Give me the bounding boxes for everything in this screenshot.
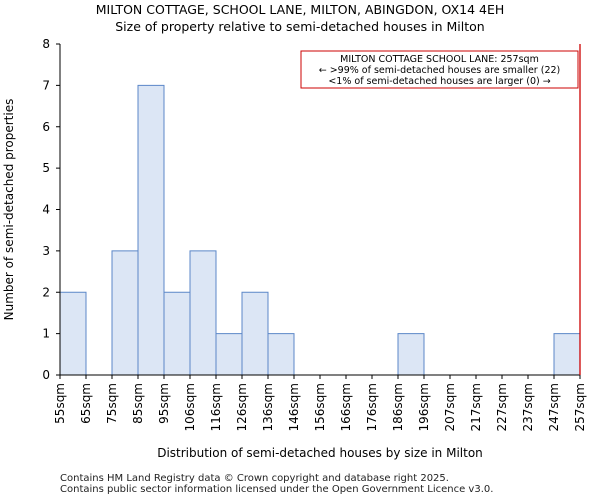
x-tick-label: 166sqm [339,383,353,431]
y-tick-label: 4 [42,203,50,217]
x-tick-label: 85sqm [131,383,145,424]
annotation-box [300,50,579,89]
x-tick-label: 257sqm [573,383,587,431]
x-tick-label: 106sqm [183,383,197,431]
annotation-line-2: ← >99% of semi-detached houses are small… [319,65,561,76]
y-tick-label: 5 [42,161,50,175]
x-tick-label: 65sqm [79,383,93,424]
footer-line-2: Contains public sector information licen… [60,484,494,495]
x-tick-label: 136sqm [261,383,275,431]
bar [111,250,139,376]
x-tick-label: 196sqm [417,383,431,431]
bar [267,333,295,376]
x-tick-label: 55sqm [53,383,67,424]
bar [215,333,243,376]
x-axis-label: Distribution of semi-detached houses by … [157,446,483,460]
chart-subtitle: Size of property relative to semi-detach… [115,19,485,34]
footer-line-1: Contains HM Land Registry data © Crown c… [60,473,449,484]
x-tick-label: 156sqm [313,383,327,431]
y-tick-label: 8 [42,37,50,51]
annotation-line-3: <1% of semi-detached houses are larger (… [328,76,550,87]
bar [189,250,217,376]
bar [137,84,165,376]
x-tick-label: 126sqm [235,383,249,431]
chart-title: MILTON COTTAGE, SCHOOL LANE, MILTON, ABI… [95,2,505,17]
annotation-line-1: MILTON COTTAGE SCHOOL LANE: 257sqm [340,54,539,65]
y-axis-label: Number of semi-detached properties [2,99,16,321]
y-tick-label: 3 [42,244,50,258]
x-tick-label: 186sqm [391,383,405,431]
x-tick-label: 227sqm [495,383,509,431]
bar [163,291,191,376]
y-tick-label: 2 [42,285,50,299]
x-tick-label: 146sqm [287,383,301,431]
y-tick-label: 1 [42,327,50,341]
bar [59,291,87,376]
histogram-chart: 0 1 2 3 4 5 6 7 8 55sqm 65sqm 75sqm 85sqm 95sqm 106sqm… [2,37,587,460]
x-tick-label: 247sqm [547,383,561,431]
y-tick-label: 0 [42,368,50,382]
x-tick-label: 237sqm [521,383,535,431]
x-tick-label: 116sqm [209,383,223,431]
x-tick-label: 207sqm [443,383,457,431]
bar [397,333,425,376]
bar [553,333,581,376]
x-tick-label: 75sqm [105,383,119,424]
x-tick-label: 176sqm [365,383,379,431]
y-tick-label: 7 [42,78,50,92]
y-tick-label: 6 [42,120,50,134]
x-tick-label: 95sqm [157,383,171,424]
x-tick-label: 217sqm [469,383,483,431]
bar [241,291,269,376]
